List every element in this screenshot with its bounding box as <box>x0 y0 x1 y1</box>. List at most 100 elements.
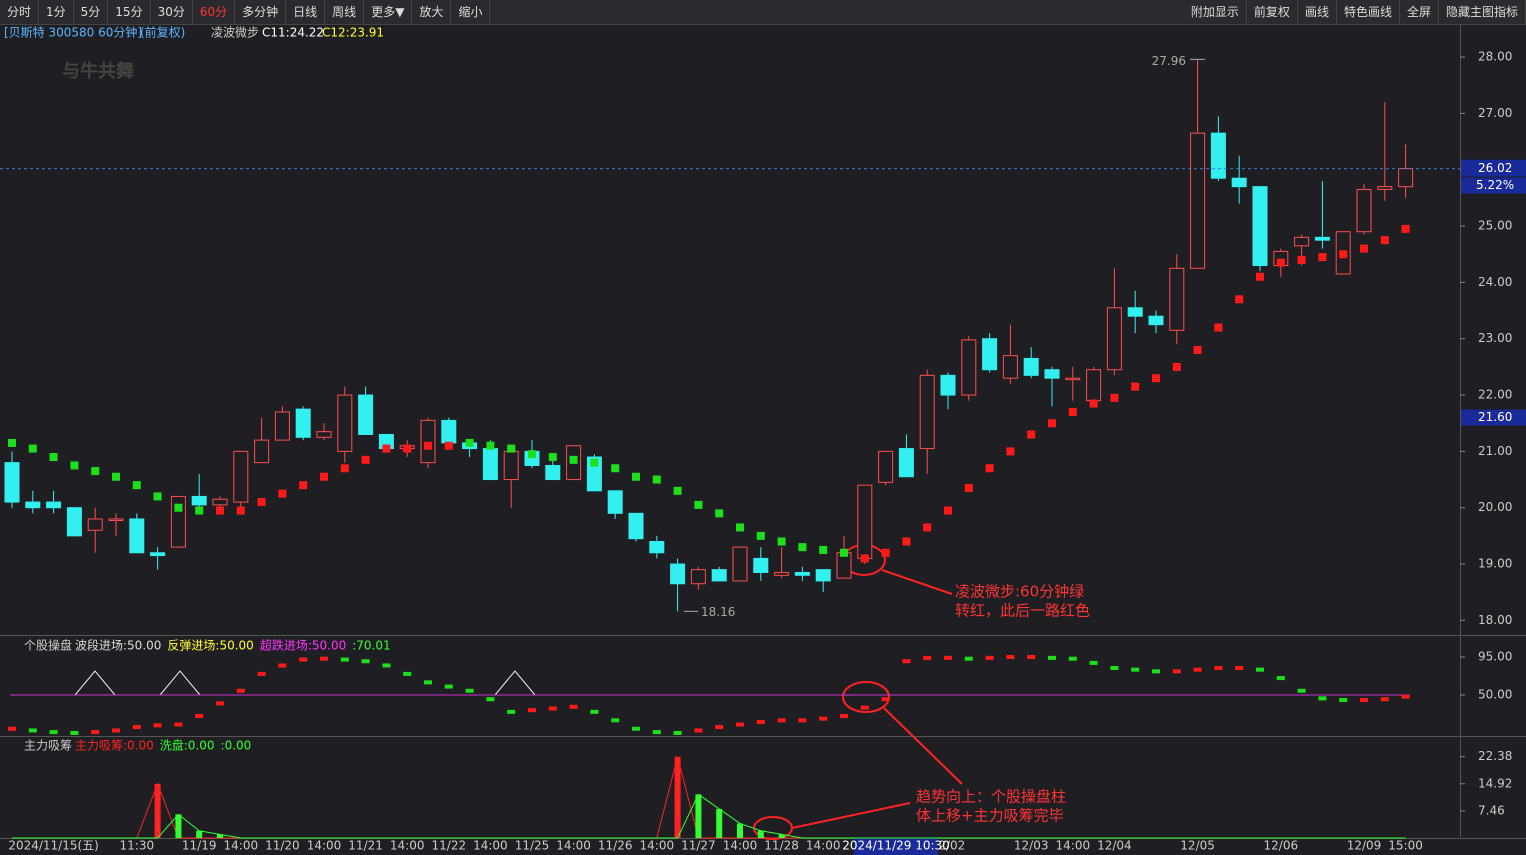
price-box <box>1461 159 1526 177</box>
toolbar-button[interactable]: 15分 <box>108 0 151 24</box>
x-tick-label: 14:00 <box>1056 839 1091 853</box>
step-dot <box>964 483 973 492</box>
candle-body <box>649 541 665 554</box>
toolbar-button[interactable]: 5分 <box>74 0 109 24</box>
candle-body <box>940 374 956 396</box>
toolbar-button[interactable]: 日线 <box>286 0 326 24</box>
candle-body <box>961 339 977 396</box>
dash <box>548 706 557 711</box>
x-tick-label: 11/25 <box>515 839 550 853</box>
toolbar-button[interactable]: 画线 <box>1298 0 1337 24</box>
candle-body <box>732 546 748 582</box>
y-tick-label: 28.00 <box>1478 50 1512 64</box>
step-dot <box>195 506 204 515</box>
step-dot <box>257 498 266 507</box>
candle-body <box>233 450 249 503</box>
step-dot <box>1339 250 1348 259</box>
step-dot <box>1027 430 1036 439</box>
dash <box>382 663 391 668</box>
candle-body <box>919 374 935 450</box>
candle-body <box>46 501 62 509</box>
candle-body <box>25 501 41 509</box>
dash <box>902 659 911 664</box>
step-dot <box>819 545 828 554</box>
column <box>175 814 182 838</box>
toolbar-button[interactable]: 30分 <box>151 0 193 24</box>
dash <box>28 728 37 733</box>
x-tick-label: 14:00 <box>806 839 841 853</box>
toolbar-button[interactable]: 前复权 <box>1247 0 1298 24</box>
toolbar-button[interactable]: 分时 <box>0 0 40 24</box>
dash <box>340 657 349 662</box>
dash <box>1235 665 1244 670</box>
step-dot <box>153 492 162 501</box>
x-tick-label: 11/19 <box>182 839 217 853</box>
dash <box>569 704 578 709</box>
dash <box>361 659 370 664</box>
toolbar-button[interactable]: 特色画线 <box>1337 0 1400 24</box>
dash <box>840 714 848 719</box>
dash <box>465 688 474 693</box>
candle-body <box>878 450 894 483</box>
candle-body <box>857 484 873 559</box>
panel-title: 个股操盘 <box>24 638 72 653</box>
dash <box>153 723 162 728</box>
candle-body <box>982 338 998 371</box>
x-tick-label: 2024/11/15(五) <box>8 839 99 853</box>
legend-entry: 波段进场:50.00 <box>75 638 161 653</box>
column <box>737 823 743 838</box>
dash <box>320 656 328 661</box>
y-tick-label: 23.00 <box>1478 331 1512 345</box>
legend-entry: :0.00 <box>221 739 252 753</box>
toolbar-button[interactable]: 周线 <box>325 0 365 24</box>
toolbar-button[interactable]: 放大 <box>412 0 452 24</box>
dash <box>1089 660 1098 665</box>
legend-entry: 超跌进场:50.00 <box>260 638 346 653</box>
column <box>196 830 203 838</box>
toolbar-button[interactable]: 缩小 <box>451 0 491 24</box>
candle-body <box>441 419 457 444</box>
candle-body <box>87 518 103 531</box>
x-tick-label: 14:00 <box>390 839 425 853</box>
candle-body <box>129 518 145 554</box>
candle-body <box>337 394 353 452</box>
y-tick-label: 18.00 <box>1478 613 1512 627</box>
dash <box>195 714 204 719</box>
candle-body <box>690 569 706 585</box>
toolbar-button[interactable]: 60分 <box>193 0 236 24</box>
candle-body <box>254 439 270 464</box>
c2: C12:23.91 <box>322 26 384 40</box>
step-dot <box>1172 362 1181 371</box>
step-dot <box>299 481 308 490</box>
candle-body <box>1169 267 1185 331</box>
stock-name: [贝斯特 300580 60分钟] <box>4 25 142 40</box>
toolbar-button[interactable]: 全屏 <box>1400 0 1439 24</box>
line <box>12 793 1406 839</box>
column <box>154 783 161 838</box>
step-dot <box>361 455 370 464</box>
toolbar-button[interactable]: 更多▼ <box>364 0 413 24</box>
step-dot <box>1193 345 1202 354</box>
step-dot <box>860 554 869 563</box>
candle-body <box>1086 369 1102 402</box>
toolbar-button[interactable]: 1分 <box>39 0 74 24</box>
dash <box>1068 656 1077 661</box>
x-tick-label: 14:00 <box>723 839 758 853</box>
dash <box>860 705 869 710</box>
toolbar-button[interactable]: 附加显示 <box>1184 0 1247 24</box>
toolbar-button[interactable]: 多分钟 <box>235 0 287 24</box>
toolbar-button[interactable]: 隐藏主图指标 <box>1439 0 1526 24</box>
dash <box>1339 698 1348 703</box>
candle-body <box>150 552 166 557</box>
y-tick-label: 7.46 <box>1478 803 1505 817</box>
dash <box>756 720 765 725</box>
panel-title: 主力吸筹 <box>24 739 72 753</box>
candle-body <box>108 518 124 521</box>
step-dot <box>590 458 599 467</box>
dash <box>278 663 287 668</box>
dash <box>819 716 828 721</box>
dash <box>1048 655 1056 660</box>
step-dot <box>1401 224 1410 233</box>
candle-body <box>1023 357 1039 376</box>
cursor-box <box>854 838 938 855</box>
